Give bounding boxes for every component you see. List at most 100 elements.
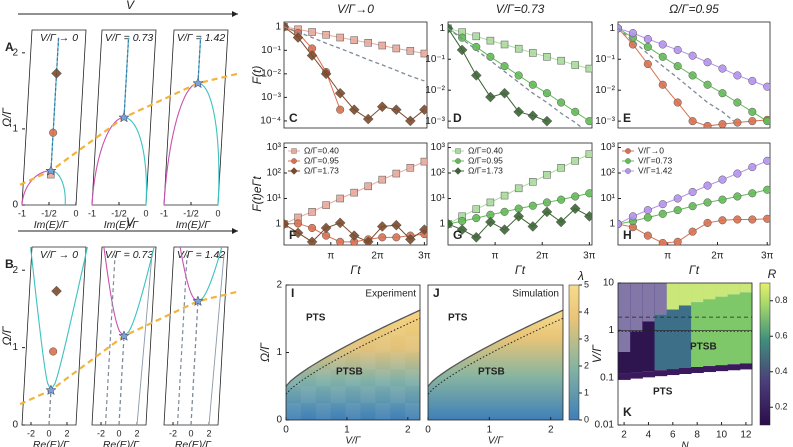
data-point bbox=[448, 218, 454, 230]
data-point bbox=[472, 32, 481, 41]
data-point bbox=[703, 218, 712, 227]
x-tick-label: -1/2 bbox=[111, 208, 127, 218]
data-point bbox=[703, 198, 712, 207]
x-axis-label: Re(E)/Γ bbox=[33, 439, 70, 447]
region-cell bbox=[678, 368, 692, 375]
data-point bbox=[420, 49, 427, 58]
pixel-shade bbox=[360, 318, 376, 336]
data-point bbox=[748, 189, 757, 198]
data-point bbox=[557, 56, 565, 65]
panel-label: B bbox=[5, 257, 14, 271]
header: V bbox=[126, 0, 135, 12]
region-cell bbox=[654, 370, 668, 377]
subpanel-frame bbox=[163, 246, 229, 426]
legend-label: Ω/Γ=0.40 bbox=[468, 145, 503, 155]
data-point bbox=[320, 222, 332, 234]
colorbar-tick-label: 2 bbox=[584, 360, 589, 370]
region-label: PTSB bbox=[336, 367, 363, 378]
pixel-shade bbox=[300, 285, 316, 302]
data-point bbox=[284, 22, 290, 33]
data-point bbox=[628, 29, 637, 38]
data-point bbox=[293, 219, 303, 228]
pixel-shade bbox=[390, 352, 406, 370]
legend-marker bbox=[455, 158, 461, 164]
data-point bbox=[763, 117, 770, 126]
y-tick-label: 10⁻² bbox=[595, 85, 615, 96]
pixel-shade bbox=[405, 335, 420, 353]
data-point bbox=[658, 52, 667, 61]
data-point bbox=[733, 98, 742, 107]
x-axis-label: V/Γ bbox=[488, 436, 504, 447]
data-point bbox=[543, 171, 551, 179]
eigen-curve bbox=[197, 82, 220, 206]
data-point bbox=[419, 224, 427, 236]
y-tick-label: 10¹ bbox=[431, 193, 446, 204]
x-axis-label: Γt bbox=[350, 263, 361, 277]
data-point bbox=[673, 98, 682, 107]
pixel-shade bbox=[300, 386, 316, 404]
arrow-head bbox=[232, 11, 238, 17]
data-point bbox=[456, 44, 468, 56]
data-point bbox=[362, 113, 374, 125]
x-tick-label: -1 bbox=[160, 208, 168, 218]
data-point bbox=[404, 115, 416, 127]
pixel-shade bbox=[405, 301, 420, 319]
data-point bbox=[529, 178, 537, 186]
panel-label: G bbox=[453, 228, 462, 242]
data-point bbox=[334, 87, 346, 99]
subpanel-title: V/Γ = 1.42 bbox=[177, 249, 225, 261]
data-point bbox=[703, 181, 712, 190]
legend-marker bbox=[625, 158, 631, 164]
data-point bbox=[378, 41, 387, 50]
region-cell bbox=[654, 314, 668, 371]
region-label: PTS bbox=[653, 387, 673, 398]
pixel-shade bbox=[345, 403, 361, 420]
data-point bbox=[748, 163, 757, 172]
panel-label: I bbox=[291, 286, 294, 300]
data-point bbox=[320, 68, 332, 80]
plot-area bbox=[618, 24, 770, 128]
data-point bbox=[470, 70, 482, 81]
x-tick-label: 0 bbox=[46, 428, 51, 438]
region-cell bbox=[618, 283, 631, 352]
subpanel-frame bbox=[163, 29, 229, 206]
plot-area bbox=[448, 22, 592, 128]
pixel-shade bbox=[360, 285, 376, 302]
panel-label: F bbox=[289, 228, 296, 242]
data-point bbox=[472, 205, 481, 213]
data-point bbox=[585, 117, 592, 126]
y-tick-label: 10² bbox=[431, 168, 446, 179]
data-point bbox=[703, 80, 712, 89]
plot-frame bbox=[283, 21, 428, 129]
legend-marker bbox=[291, 148, 297, 154]
region-cell bbox=[666, 369, 680, 376]
x-tick-label: 4 bbox=[646, 430, 652, 441]
region-cell bbox=[715, 296, 729, 366]
data-point bbox=[378, 233, 387, 242]
eigen-curve bbox=[179, 246, 199, 302]
legend-symbol bbox=[625, 148, 631, 154]
y-tick-label: 0 bbox=[276, 415, 282, 426]
data-point bbox=[763, 185, 770, 194]
x-tick-label: 0 bbox=[425, 425, 431, 436]
x-axis-label: Im(E)/Γ bbox=[104, 219, 140, 231]
y-tick-label: 10 bbox=[603, 278, 615, 289]
legend-marker bbox=[291, 158, 297, 164]
data-point bbox=[528, 201, 537, 210]
data-point bbox=[392, 169, 401, 178]
data-point bbox=[763, 156, 770, 165]
eigen-curve bbox=[91, 116, 125, 206]
y-tick-label: 1 bbox=[12, 124, 18, 135]
region-cell bbox=[739, 363, 753, 370]
colorbar-tick-label: 0 bbox=[584, 414, 589, 424]
ep-star bbox=[192, 295, 204, 307]
eigen-curve bbox=[123, 116, 148, 206]
data-point bbox=[658, 209, 667, 218]
data-point bbox=[555, 216, 567, 228]
data-point bbox=[513, 106, 525, 118]
plot-area bbox=[448, 150, 592, 243]
data-point bbox=[308, 28, 316, 36]
data-point bbox=[643, 213, 652, 222]
series-line bbox=[284, 26, 341, 110]
